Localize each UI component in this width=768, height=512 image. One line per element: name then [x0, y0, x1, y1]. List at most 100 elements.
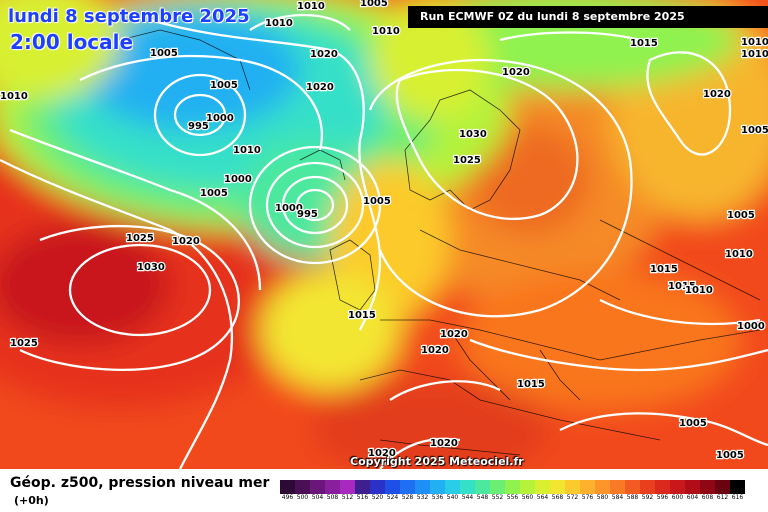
isobar-label: 1010	[741, 49, 768, 60]
isobar-label: 1000	[275, 203, 303, 214]
isobar-label: 1020	[502, 67, 530, 78]
scale-swatch	[445, 480, 460, 494]
scale-step: 608	[700, 480, 715, 502]
scale-label: 596	[656, 494, 669, 501]
scale-step: 532	[415, 480, 430, 502]
isobar-label: 1005	[679, 418, 707, 429]
scale-swatch	[730, 480, 745, 494]
scale-step: 588	[625, 480, 640, 502]
isobar-label: 1030	[137, 262, 165, 273]
scale-label: 568	[551, 494, 564, 501]
scale-label: 520	[371, 494, 384, 501]
z500-color-field	[0, 0, 768, 469]
scale-step: 512	[340, 480, 355, 502]
scale-step: 612	[715, 480, 730, 502]
forecast-date: lundi 8 septembre 2025	[8, 6, 250, 27]
scale-label: 592	[641, 494, 654, 501]
scale-label: 600	[671, 494, 684, 501]
scale-swatch	[460, 480, 475, 494]
scale-step: 504	[310, 480, 325, 502]
scale-step: 520	[370, 480, 385, 502]
scale-step: 580	[595, 480, 610, 502]
isobar-label: 1025	[126, 233, 154, 244]
isobar-label: 1015	[630, 38, 658, 49]
scale-swatch	[355, 480, 370, 494]
scale-swatch	[595, 480, 610, 494]
isobar-label: 1020	[310, 49, 338, 60]
isobar-label: 1010	[0, 91, 28, 102]
scale-swatch	[385, 480, 400, 494]
scale-step: 576	[580, 480, 595, 502]
scale-swatch	[490, 480, 505, 494]
scale-swatch	[415, 480, 430, 494]
legend-footer: Géop. z500, pression niveau mer (+0h) 49…	[0, 469, 768, 512]
scale-label: 612	[716, 494, 729, 501]
scale-label: 528	[401, 494, 414, 501]
scale-label: 560	[521, 494, 534, 501]
scale-label: 580	[596, 494, 609, 501]
scale-step: 500	[295, 480, 310, 502]
scale-label: 536	[431, 494, 444, 501]
isobar-label: 1015	[348, 310, 376, 321]
isobar-label: 1015	[650, 264, 678, 275]
map-area: 1005 1010 1010 1010 1005 1020 1010 1015 …	[0, 0, 768, 469]
scale-swatch	[520, 480, 535, 494]
scale-swatch	[580, 480, 595, 494]
isobar-label: 1005	[150, 48, 178, 59]
scale-step: 556	[505, 480, 520, 502]
scale-swatch	[625, 480, 640, 494]
isobar-label: 1005	[741, 125, 768, 136]
scale-step: 528	[400, 480, 415, 502]
isobar-label: 1000	[206, 113, 234, 124]
scale-label: 616	[731, 494, 744, 501]
isobar-label: 1015	[668, 281, 696, 292]
scale-step: 572	[565, 480, 580, 502]
isobar-label: 1005	[360, 0, 388, 9]
isobar-label: 1005	[363, 196, 391, 207]
scale-swatch	[670, 480, 685, 494]
scale-label: 516	[356, 494, 369, 501]
scale-label: 564	[536, 494, 549, 501]
scale-step: 552	[490, 480, 505, 502]
isobar-label: 1010	[297, 1, 325, 12]
isobar-label: 1020	[306, 82, 334, 93]
scale-step: 544	[460, 480, 475, 502]
scale-step: 548	[475, 480, 490, 502]
isobar-label: 995	[188, 121, 209, 132]
isobar-label: 1025	[10, 338, 38, 349]
scale-step: 564	[535, 480, 550, 502]
scale-label: 576	[581, 494, 594, 501]
scale-swatch	[640, 480, 655, 494]
scale-step: 536	[430, 480, 445, 502]
scale-step: 516	[355, 480, 370, 502]
scale-step: 540	[445, 480, 460, 502]
scale-swatch	[565, 480, 580, 494]
isobar-label: 1020	[421, 345, 449, 356]
run-info-banner: Run ECMWF 0Z du lundi 8 septembre 2025	[408, 6, 768, 28]
scale-swatch	[400, 480, 415, 494]
scale-swatch	[715, 480, 730, 494]
scale-label: 548	[476, 494, 489, 501]
scale-swatch	[505, 480, 520, 494]
forecast-offset: (+0h)	[14, 494, 49, 507]
scale-step: 524	[385, 480, 400, 502]
isobar-label: 1005	[716, 450, 744, 461]
isobar-label: 1025	[453, 155, 481, 166]
scale-step: 568	[550, 480, 565, 502]
scale-label: 508	[326, 494, 339, 501]
isobar-label: 1005	[210, 80, 238, 91]
scale-label: 552	[491, 494, 504, 501]
isobar-label: 1010	[741, 37, 768, 48]
scale-step: 604	[685, 480, 700, 502]
scale-label: 608	[701, 494, 714, 501]
scale-swatch	[550, 480, 565, 494]
scale-label: 540	[446, 494, 459, 501]
copyright-notice: Copyright 2025 Meteociel.fr	[350, 455, 524, 468]
scale-step: 616	[730, 480, 745, 502]
isobar-label: 1015	[517, 379, 545, 390]
scale-label: 584	[611, 494, 624, 501]
scale-step: 592	[640, 480, 655, 502]
scale-swatch	[280, 480, 295, 494]
scale-label: 496	[281, 494, 294, 501]
